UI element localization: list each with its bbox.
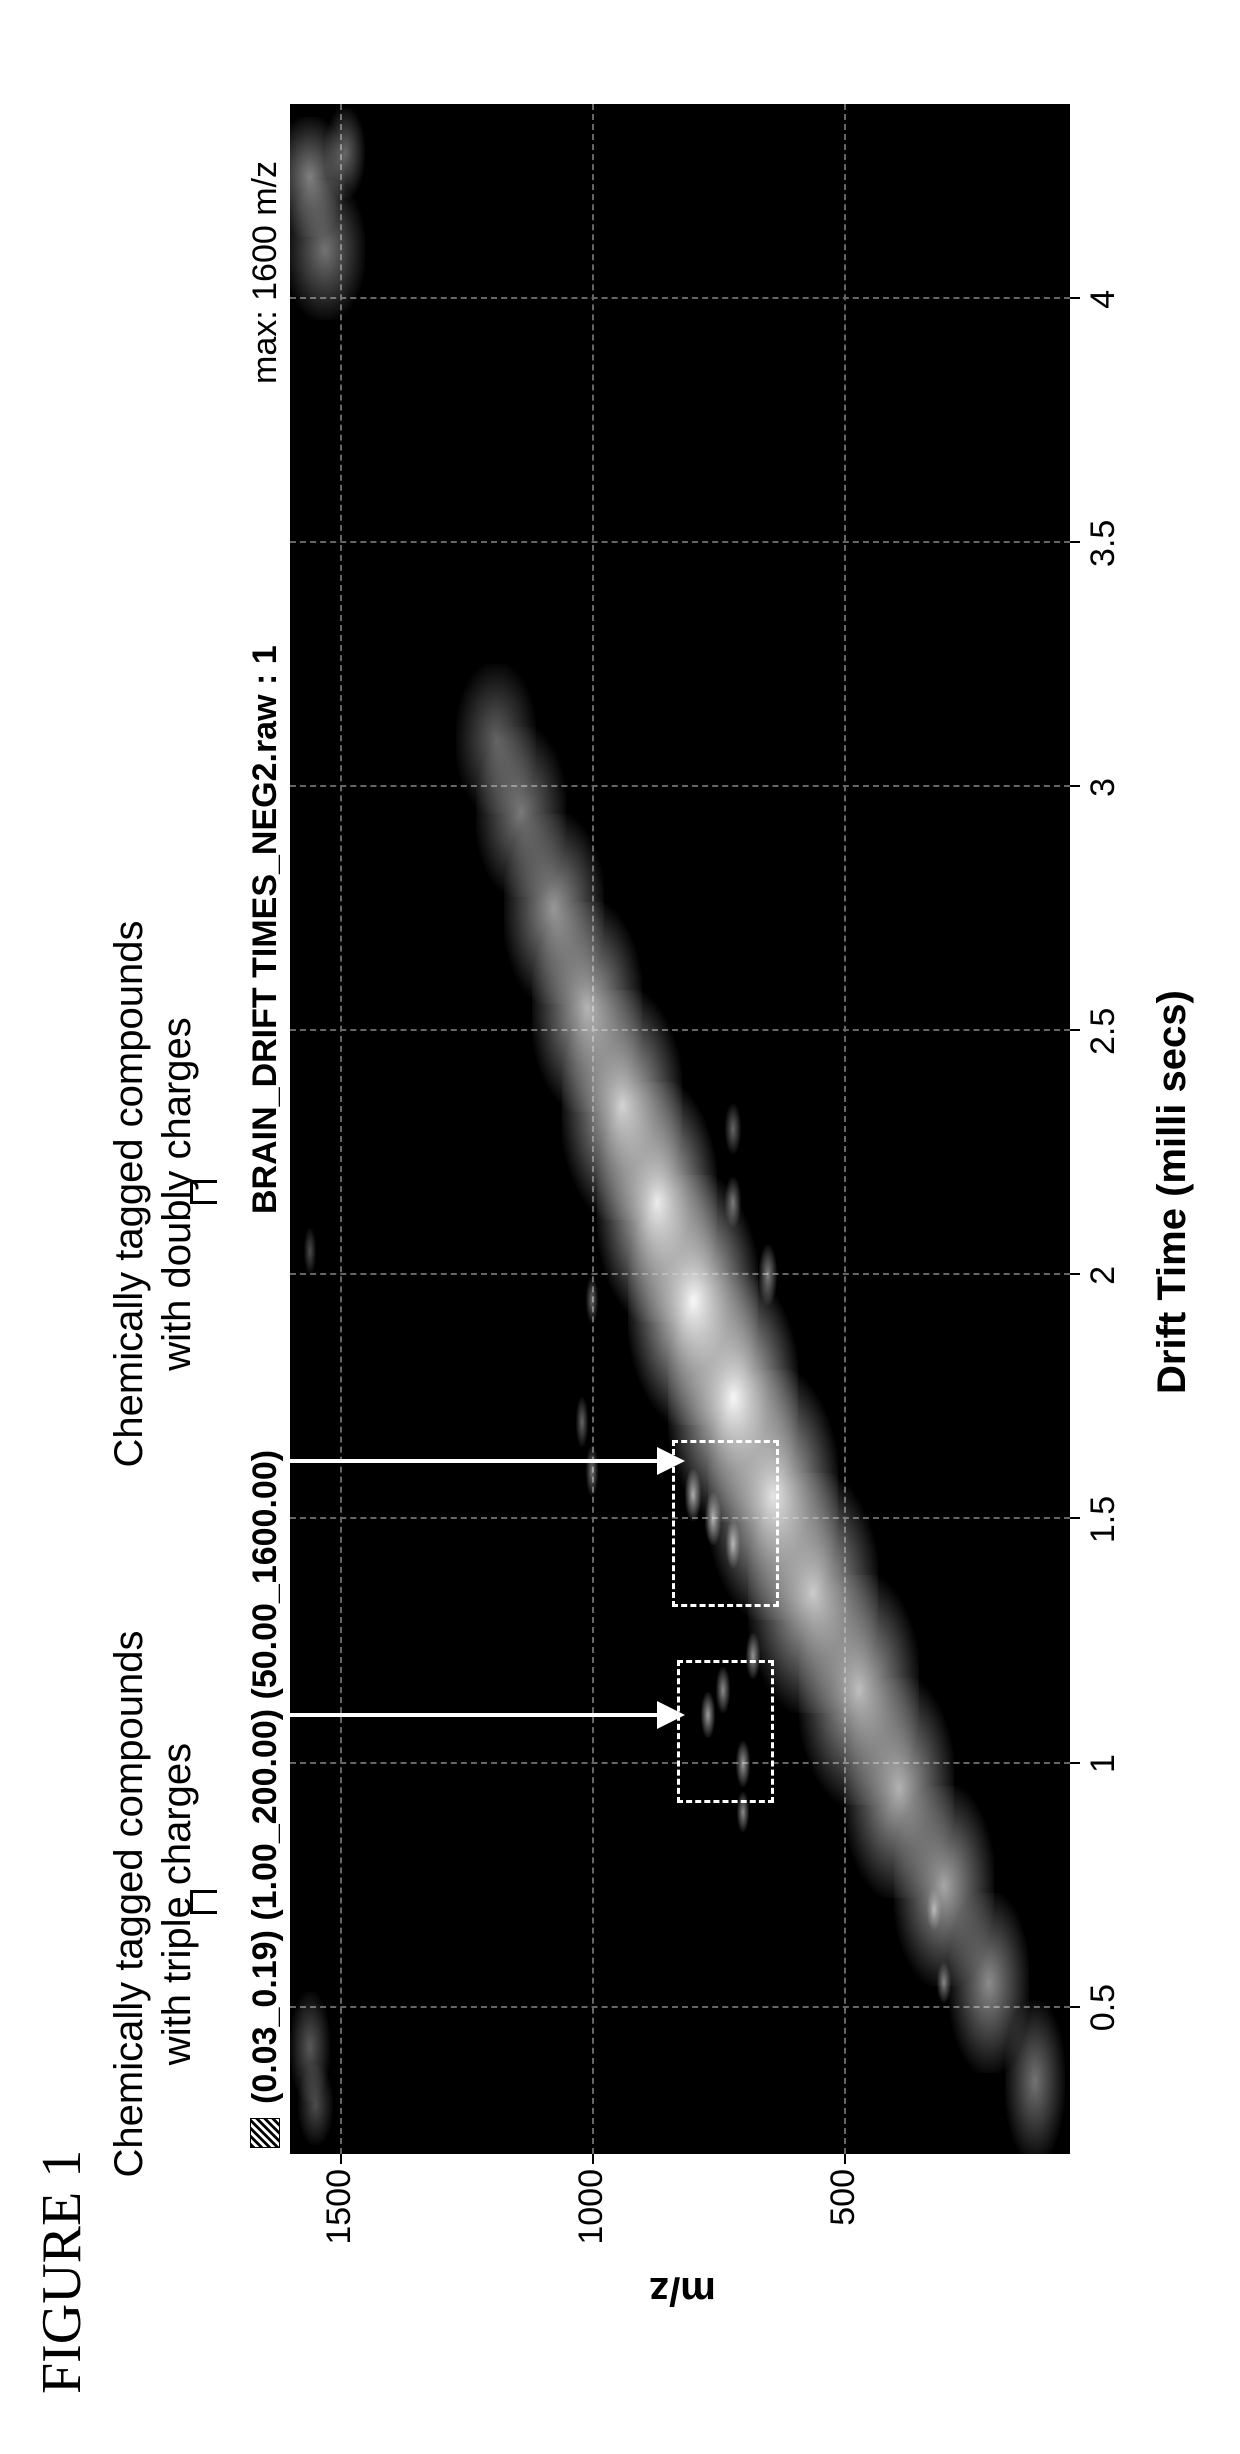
plot-header-ranges: (0.03_0.19) (1.00_200.00) (50.00_1600.00… — [246, 1450, 285, 2104]
caption-triple-charges: Chemically tagged compoundswith triple c… — [105, 1584, 201, 2224]
callout-mark-double — [190, 1180, 217, 1204]
callout-mark-triple — [190, 1890, 217, 1914]
y-tick-label: 500 — [824, 2169, 863, 2264]
caption-double-charges: Chemically tagged compoundswith doubly c… — [105, 874, 201, 1514]
x-tick-label: 3 — [1084, 747, 1123, 827]
annotation-arrow — [290, 1713, 659, 1717]
legend-hatch-icon — [250, 2118, 280, 2148]
plot-max-label: max: 1600 m/z — [246, 161, 285, 384]
arrow-head-icon — [657, 1701, 685, 1729]
x-tick-label: 1.5 — [1084, 1479, 1123, 1559]
x-axis-label: Drift Time (milli secs) — [1150, 990, 1195, 1394]
x-tick-label: 2 — [1084, 1235, 1123, 1315]
y-tick-label: 1000 — [572, 2169, 611, 2264]
x-tick-label: 3.5 — [1084, 503, 1123, 583]
annotation-arrow — [290, 1459, 659, 1463]
x-tick-label: 4 — [1084, 259, 1123, 339]
figure-title: FIGURE 1 — [30, 2150, 94, 2394]
arrow-head-icon — [657, 1447, 685, 1475]
page: FIGURE 1 Chemically tagged compoundswith… — [0, 0, 1240, 2454]
figure-rotated-container: FIGURE 1 Chemically tagged compoundswith… — [0, 0, 1240, 2454]
plot-header-filename: BRAIN_DRIFT TIMES_NEG2.raw : 1 — [246, 645, 285, 1214]
x-tick-label: 0.5 — [1084, 1968, 1123, 2048]
x-tick-label: 1 — [1084, 1724, 1123, 1804]
heatmap-plot — [290, 104, 1070, 2154]
x-tick-label: 2.5 — [1084, 991, 1123, 1071]
y-tick-label: 1500 — [320, 2169, 359, 2264]
annotation-box — [677, 1660, 774, 1803]
y-axis-label: m/z — [649, 2268, 716, 2313]
annotation-box — [672, 1440, 779, 1607]
